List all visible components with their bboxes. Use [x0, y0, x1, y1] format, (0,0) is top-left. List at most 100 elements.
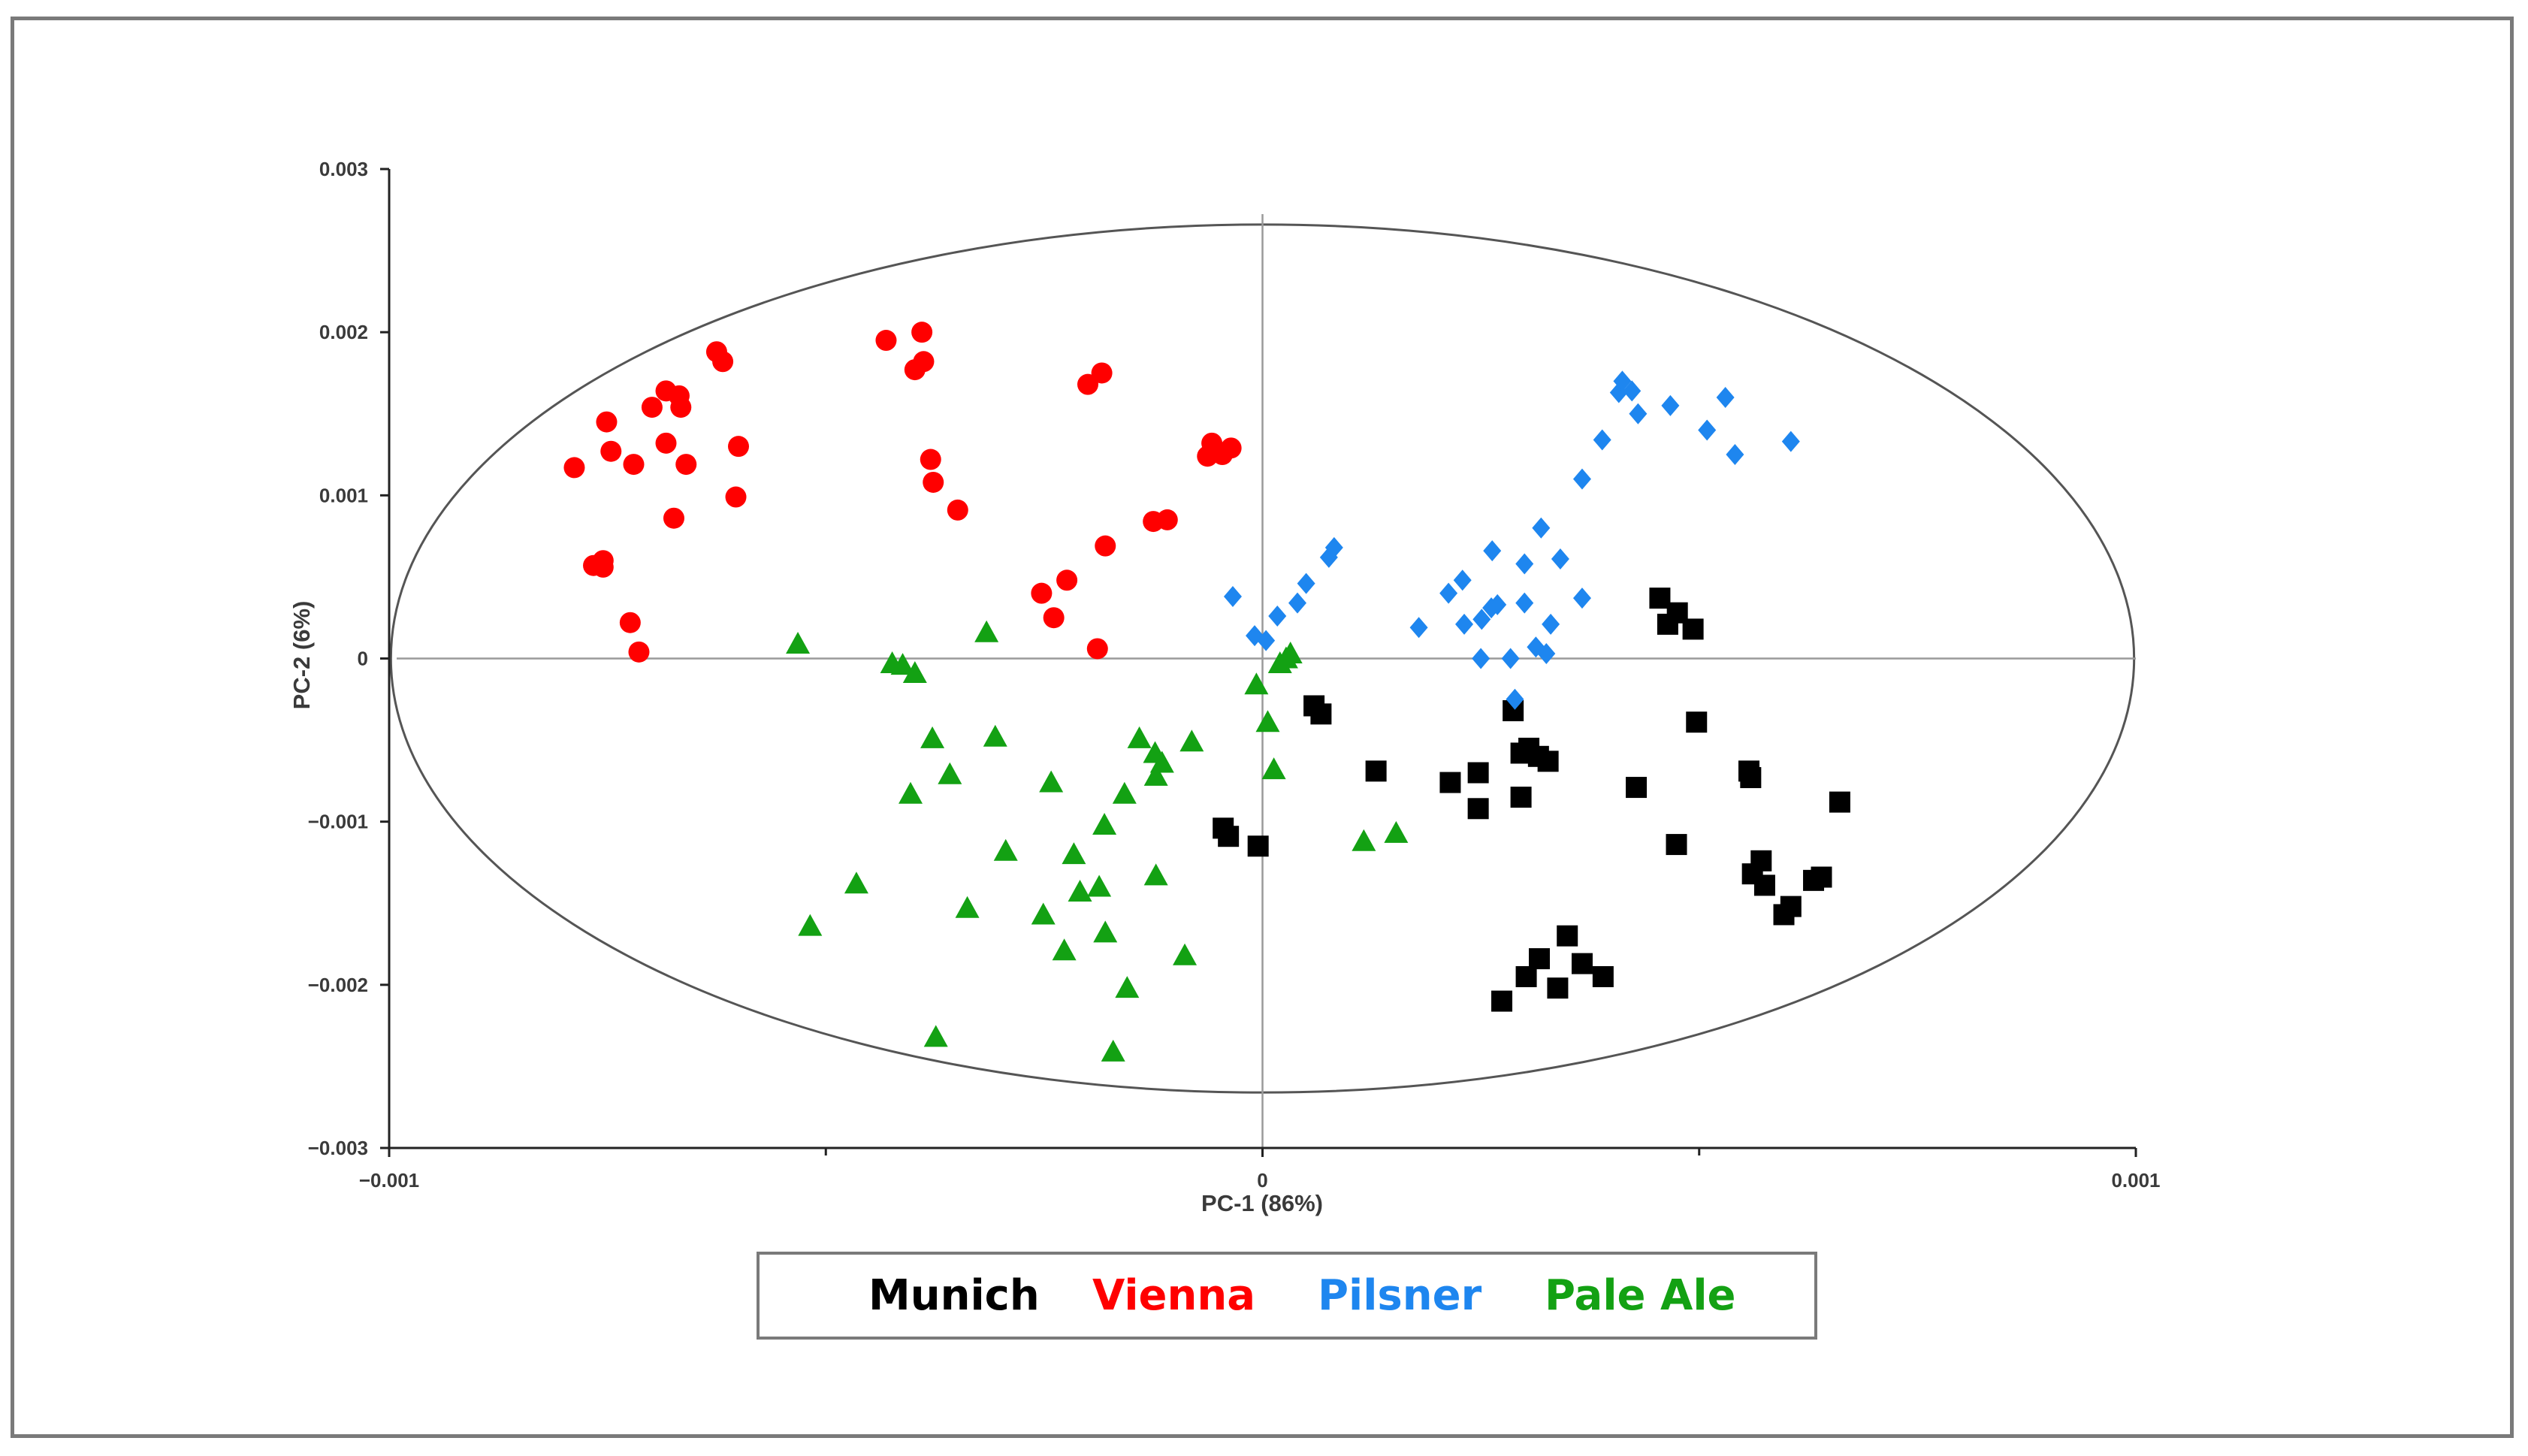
y-axis-title: PC-2 (6%): [288, 601, 315, 710]
pilsner-point: [1455, 613, 1474, 635]
pilsner-point: [1572, 588, 1591, 609]
vienna-point: [1077, 373, 1098, 395]
pale-ale-point: [1179, 730, 1204, 752]
pilsner-point: [1483, 540, 1502, 562]
munich-point: [1780, 896, 1802, 917]
munich-point: [1467, 762, 1489, 784]
vienna-point: [1091, 362, 1113, 384]
munich-point: [1811, 866, 1832, 888]
pale-ale-point: [798, 914, 823, 936]
pilsner-point: [1472, 609, 1491, 630]
munich-point: [1439, 772, 1461, 793]
munich-point: [1247, 835, 1269, 857]
munich-point: [1218, 826, 1240, 847]
munich-point: [1557, 925, 1578, 947]
pale-ale-point: [1143, 863, 1168, 886]
x-axis-title: PC-1 (86%): [1201, 1190, 1323, 1216]
vienna-point: [600, 440, 622, 462]
munich-point: [1682, 618, 1704, 640]
pilsner-point: [1488, 594, 1507, 615]
pale-ale-point: [1093, 920, 1118, 943]
vienna-point: [1156, 509, 1178, 530]
pale-ale-point: [1068, 880, 1092, 902]
pale-ale-point: [923, 1025, 948, 1047]
munich-point: [1829, 791, 1850, 813]
y-tick-label: 0.003: [319, 158, 368, 180]
pilsner-point: [1609, 382, 1628, 403]
pilsner-point: [1515, 592, 1534, 614]
munich-point: [1467, 798, 1489, 820]
pale-ale-point: [786, 631, 811, 654]
legend-entry-pilsner: Pilsner: [1318, 1271, 1482, 1320]
pilsner-point: [1623, 380, 1642, 402]
vienna-point: [670, 397, 692, 418]
munich-point: [1753, 875, 1775, 896]
vienna-point: [920, 449, 941, 470]
vienna-point: [592, 556, 614, 578]
munich-point: [1626, 777, 1648, 799]
pale-ale-point: [1127, 726, 1152, 748]
y-tick-label: −0.002: [308, 974, 368, 996]
vienna-point: [705, 341, 727, 363]
pilsner-point: [1532, 517, 1551, 539]
vienna-point: [563, 457, 585, 479]
pilsner-point: [1472, 648, 1491, 669]
munich-point: [1547, 977, 1569, 999]
vienna-point: [619, 612, 641, 633]
pilsner-point: [1542, 613, 1560, 635]
pilsner-point: [1501, 648, 1520, 669]
vienna-point: [596, 411, 618, 433]
pilsner-point: [1268, 606, 1287, 627]
pilsner-point: [1506, 688, 1524, 710]
pale-ale-point: [983, 724, 1007, 747]
munich-point: [1491, 990, 1513, 1012]
pale-ale-point: [938, 762, 962, 784]
vienna-point: [663, 507, 684, 529]
vienna-point: [623, 454, 645, 476]
legend-entry-munich: Munich: [868, 1271, 1040, 1320]
legend: Munich Vienna Pilsner Pale Ale: [757, 1252, 1817, 1340]
pale-ale-point: [844, 871, 868, 894]
pilsner-point: [1698, 419, 1717, 441]
pilsner-point: [1716, 387, 1735, 409]
pale-ale-point: [955, 896, 980, 918]
pale-ale-point: [1092, 813, 1117, 835]
vienna-point: [947, 499, 968, 521]
pilsner-point: [1629, 403, 1648, 424]
pilsner-point: [1297, 572, 1315, 594]
pilsner-point: [1223, 585, 1242, 607]
pale-ale-point: [1062, 842, 1086, 865]
munich-point: [1510, 787, 1532, 808]
munich-point: [1515, 965, 1537, 987]
vienna-point: [1043, 607, 1065, 629]
munich-point: [1537, 751, 1559, 772]
vienna-point: [913, 351, 935, 373]
munich-point: [1310, 703, 1332, 725]
vienna-point: [728, 436, 749, 458]
munich-point: [1529, 948, 1551, 970]
munich-point: [1740, 767, 1762, 789]
vienna-point: [1086, 638, 1108, 660]
vienna-point: [875, 330, 897, 352]
pale-ale-point: [1149, 751, 1174, 773]
pilsner-point: [1439, 582, 1458, 604]
pale-ale-point: [1039, 770, 1064, 793]
pale-ale-point: [993, 838, 1018, 861]
pilsner-point: [1551, 548, 1569, 570]
pale-ale-point: [920, 726, 945, 748]
munich-point: [1365, 760, 1387, 782]
pilsner-point: [1453, 569, 1472, 591]
pilsner-point: [1515, 553, 1534, 575]
pale-ale-point: [1173, 943, 1198, 965]
y-tick-label: −0.001: [308, 811, 368, 833]
pale-ale-point: [1031, 902, 1056, 925]
vienna-point: [1056, 569, 1078, 591]
pale-ale-point: [1052, 938, 1077, 961]
pilsner-point: [1781, 430, 1800, 452]
vienna-point: [675, 454, 697, 476]
vienna-point: [725, 486, 747, 508]
vienna-point: [923, 471, 944, 493]
pilsner-point: [1593, 429, 1611, 451]
vienna-point: [1031, 582, 1053, 604]
y-tick-label: 0.001: [319, 484, 368, 506]
